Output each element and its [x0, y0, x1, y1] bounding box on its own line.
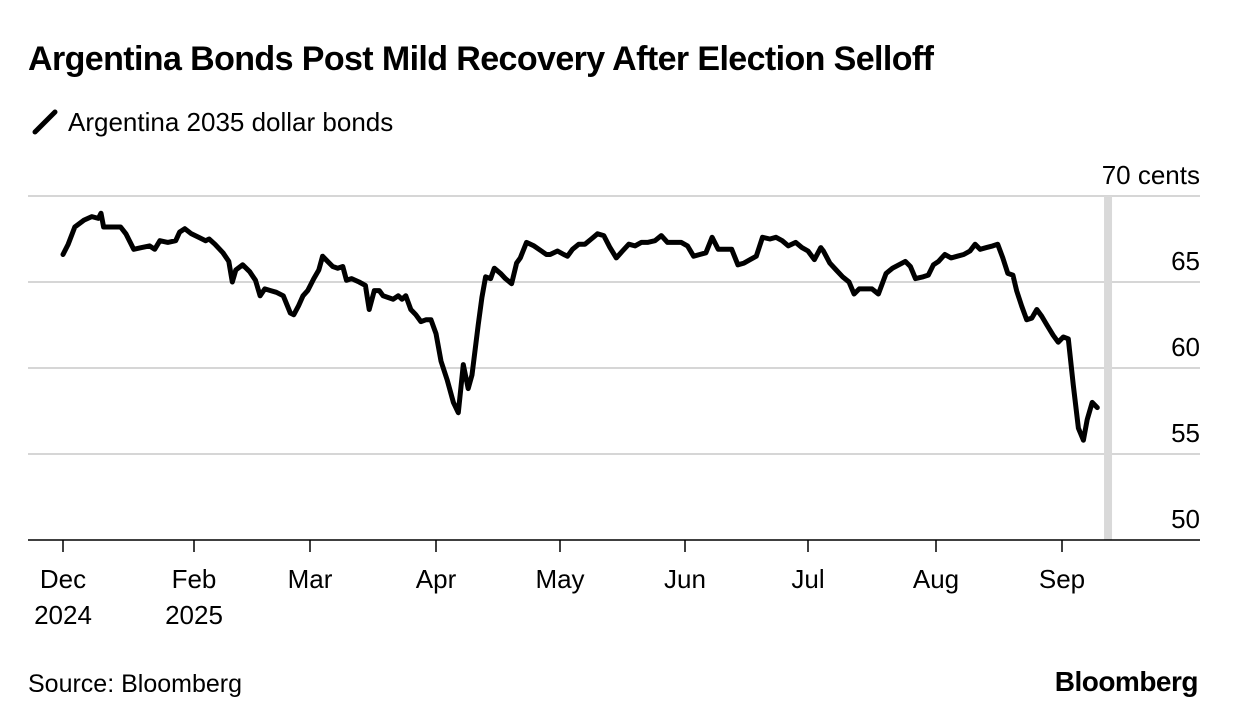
y-tick-label-50: 50 [1171, 504, 1200, 534]
x-tick-label-jul: Jul [791, 564, 824, 594]
legend-label: Argentina 2035 dollar bonds [68, 106, 394, 137]
y-tick-label-60: 60 [1171, 332, 1200, 362]
x-tick-label-sep: Sep [1039, 564, 1085, 594]
x-tick-label-apr: Apr [416, 564, 457, 594]
source-note: Source: Bloomberg [28, 670, 243, 698]
y-tick-label-70: 70 cents [1102, 160, 1200, 190]
y-axis-labels: 70 cents 65 60 55 50 [1102, 160, 1200, 534]
chart-title: Argentina Bonds Post Mild Recovery After… [28, 40, 934, 78]
x-tick-label-jun: Jun [664, 564, 706, 594]
x-tick-label-dec: Dec [40, 564, 86, 594]
x-axis-ticks: Dec 2024 Feb 2025 Mar Apr May Jun Jul Aug Sep [34, 540, 1085, 630]
y-tick-label-55: 55 [1171, 418, 1200, 448]
legend-line-icon [32, 109, 58, 135]
series-line-argentina-2035 [60, 210, 1100, 443]
legend: Argentina 2035 dollar bonds [30, 104, 393, 140]
x-tick-year-2024: 2024 [34, 600, 92, 630]
election-highlight-band [1104, 196, 1113, 540]
x-tick-label-mar: Mar [288, 564, 333, 594]
bloomberg-logo: Bloomberg [1054, 666, 1199, 697]
x-tick-label-may: May [535, 564, 584, 594]
x-tick-label-aug: Aug [913, 564, 959, 594]
x-tick-year-2025: 2025 [165, 600, 223, 630]
gridlines [28, 195, 1200, 455]
y-tick-label-65: 65 [1171, 246, 1200, 276]
x-tick-label-feb: Feb [172, 564, 217, 594]
